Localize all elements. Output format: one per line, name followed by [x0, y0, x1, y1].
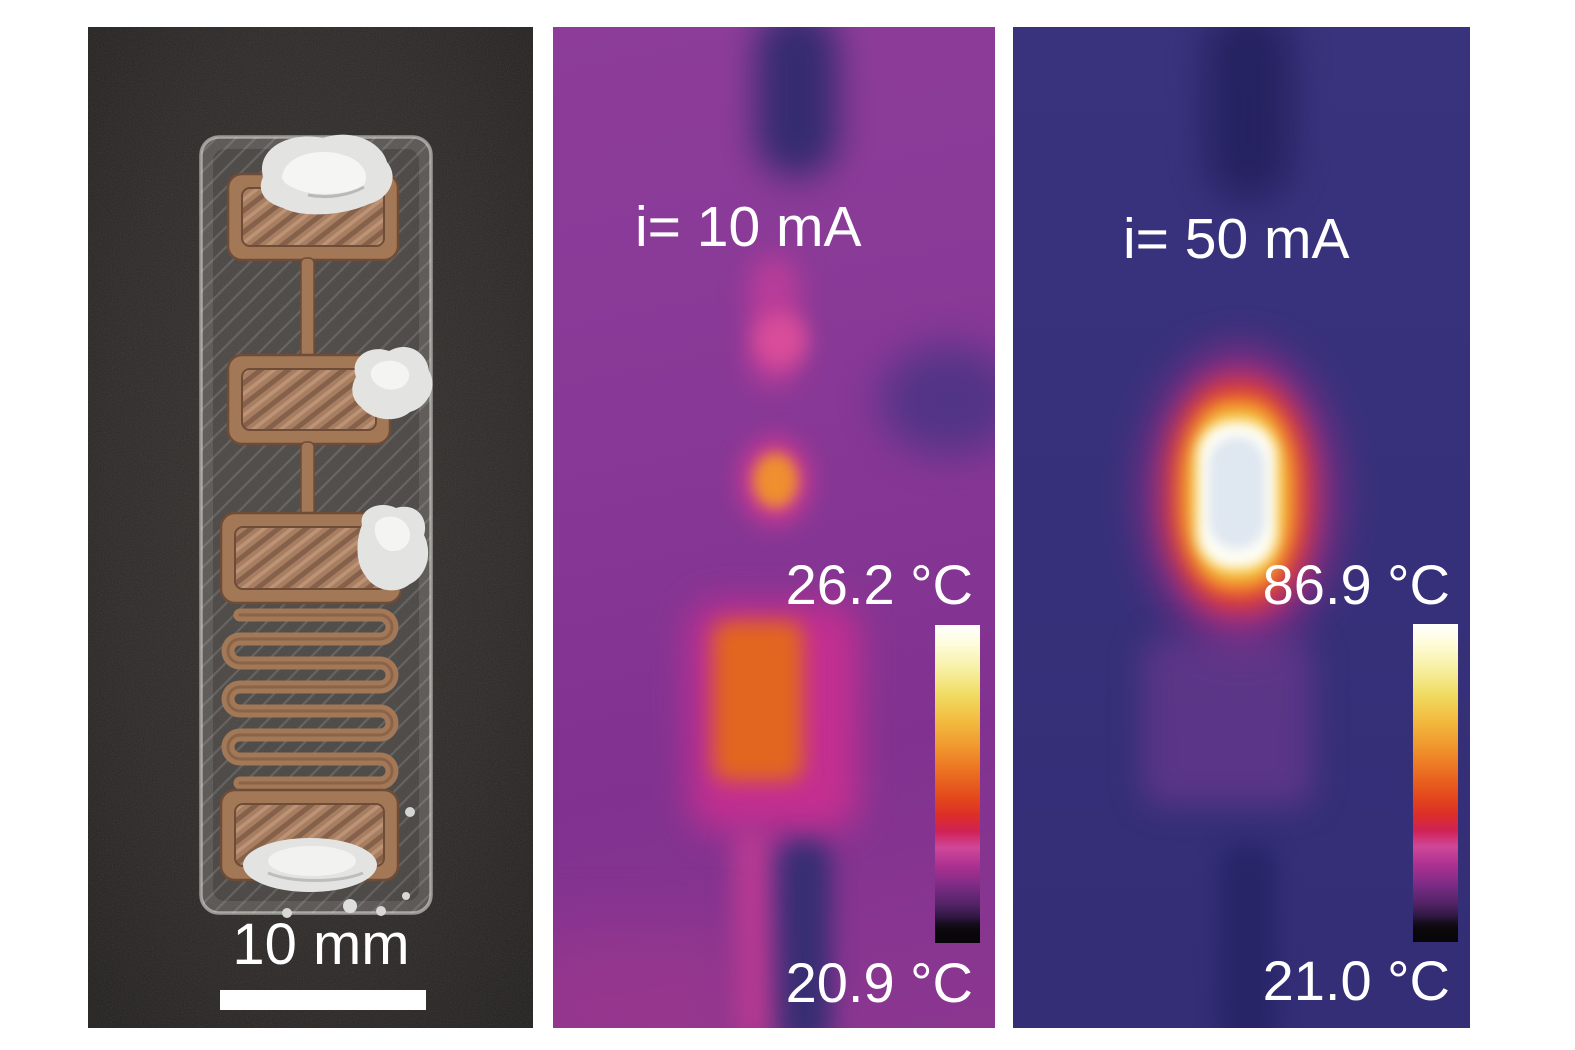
connecting-trace-1: [300, 257, 315, 360]
thermal-panel-50ma: i= 50 mA 86.9 °C 21.0 °C: [1013, 27, 1470, 1028]
silver-paste-blob-3: [357, 505, 429, 591]
thermal-panel-10ma: i= 10 mA 26.2 °C 20.9 °C: [553, 27, 995, 1028]
connecting-trace-2: [300, 441, 315, 518]
warm-tint-bottom-left: [553, 932, 738, 1028]
serpentine-heater: [221, 608, 399, 790]
coil-pad-3: [219, 511, 403, 605]
thermal-colorbar-10ma: [935, 625, 980, 943]
temp-min-label-10ma: 20.9 °C: [785, 951, 973, 1014]
temp-max-label-50ma: 86.9 °C: [1262, 553, 1450, 616]
temp-max-label-10ma: 26.2 °C: [785, 553, 973, 616]
heater-glow-core: [713, 621, 803, 781]
cold-patch-right: [879, 345, 995, 455]
current-label-10ma: i= 10 mA: [635, 195, 862, 259]
hot-spot-core-blue: [1209, 437, 1265, 549]
current-label-50ma: i= 50 mA: [1123, 207, 1350, 271]
cold-streak-top: [1205, 27, 1293, 202]
coil-pad-2: [226, 353, 392, 446]
heater-glow-outer: [689, 603, 859, 831]
device-photo: [88, 27, 533, 1028]
silver-paste-blob-4: [243, 807, 415, 918]
warm-spot-ring: [739, 437, 811, 525]
temp-min-label-50ma: 21.0 °C: [1262, 949, 1450, 1012]
warm-streak-center: [749, 255, 799, 387]
scale-bar-label: 10 mm: [232, 912, 410, 977]
hot-spot-core: [1197, 421, 1277, 569]
cold-streak-top: [756, 27, 838, 177]
warm-spot-small: [754, 313, 808, 367]
silver-paste-blob-2: [352, 346, 433, 420]
warm-rect-faint: [1143, 639, 1313, 805]
scale-bar: [220, 990, 426, 1010]
silver-paste-blob-1: [260, 134, 393, 215]
warm-spot-core: [753, 453, 798, 508]
device-photo-panel: 10 mm: [88, 27, 533, 1028]
thermal-colorbar-50ma: [1413, 624, 1458, 942]
warm-streak-bottom: [733, 827, 771, 1028]
